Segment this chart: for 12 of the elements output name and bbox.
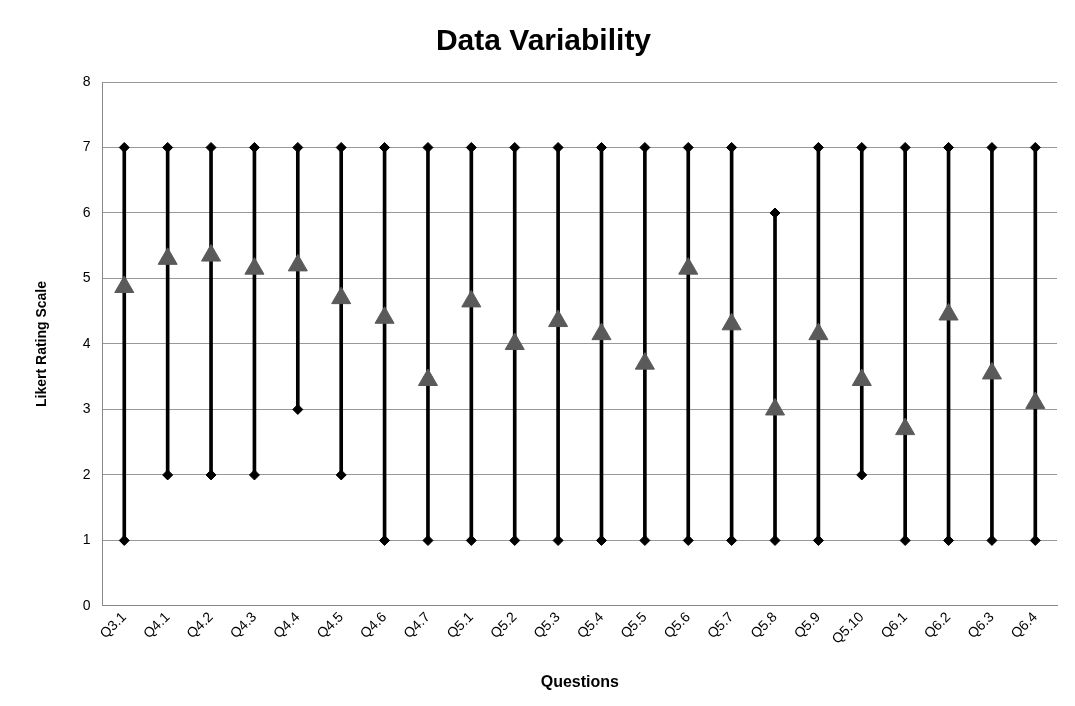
y-tick-label: 4 bbox=[82, 334, 91, 351]
chart-title: Data Variability bbox=[435, 23, 652, 57]
x-axis-title: Questions bbox=[540, 672, 620, 690]
y-tick-label: 6 bbox=[82, 203, 91, 220]
y-tick-label: 7 bbox=[82, 138, 91, 155]
y-tick-label: 2 bbox=[82, 465, 91, 482]
y-tick-label: 0 bbox=[82, 596, 91, 613]
y-axis-title: Likert Rating Scale bbox=[33, 280, 50, 407]
y-tick-label: 5 bbox=[82, 269, 91, 286]
y-tick-label: 1 bbox=[82, 531, 91, 548]
y-tick-label: 8 bbox=[82, 72, 91, 89]
y-tick-label: 3 bbox=[82, 400, 91, 417]
